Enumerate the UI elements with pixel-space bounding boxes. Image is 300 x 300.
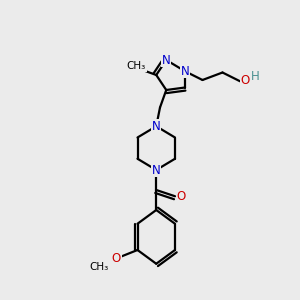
Text: N: N — [181, 65, 189, 78]
Text: O: O — [112, 252, 121, 265]
Text: N: N — [162, 53, 171, 67]
Text: O: O — [240, 74, 250, 86]
Text: N: N — [152, 120, 161, 133]
Text: CH₃: CH₃ — [127, 61, 146, 71]
Text: N: N — [152, 164, 161, 176]
Text: H: H — [250, 70, 260, 83]
Text: CH₃: CH₃ — [89, 262, 108, 272]
Text: O: O — [177, 190, 186, 203]
